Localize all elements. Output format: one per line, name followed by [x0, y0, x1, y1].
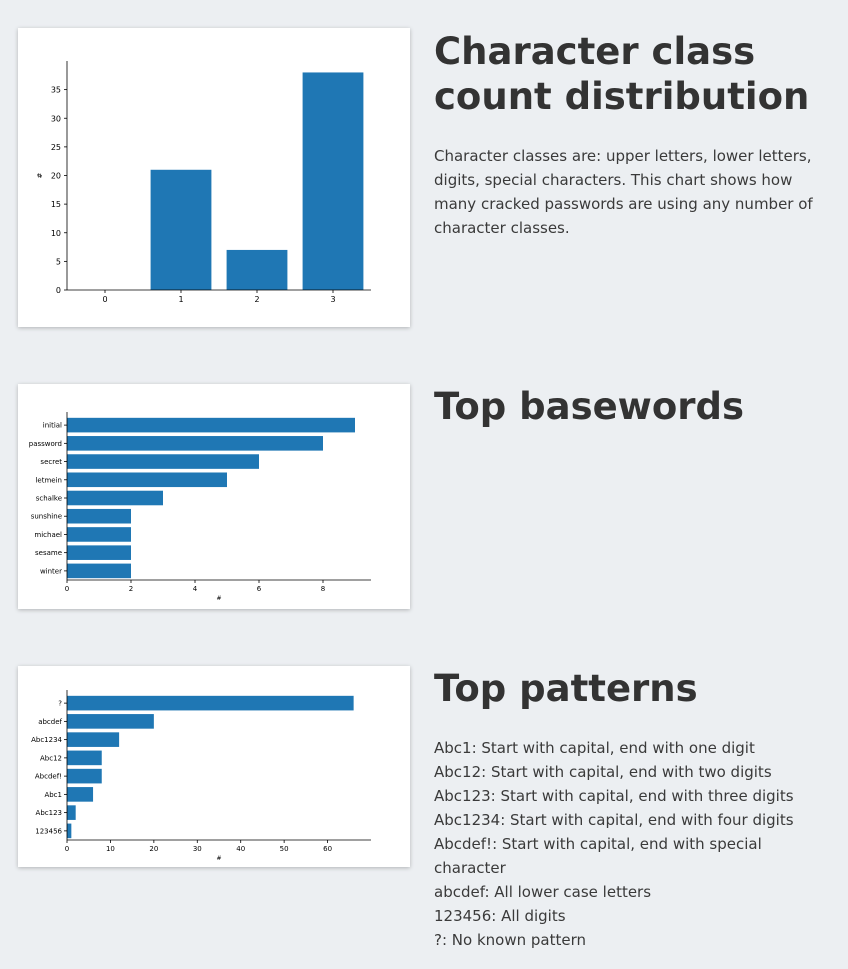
chart-bar: [67, 545, 131, 560]
y-tick-label: initial: [43, 422, 62, 430]
y-tick-label: michael: [34, 531, 62, 539]
x-tick-label: 4: [193, 585, 198, 593]
y-tick-label: sesame: [35, 549, 62, 557]
chart-bar: [67, 732, 120, 747]
y-tick-label: 35: [51, 86, 61, 95]
chart-bar: [67, 805, 76, 820]
chart-bar: [67, 750, 102, 766]
y-tick-label: schalke: [36, 495, 62, 503]
chart-bar: [67, 508, 131, 524]
x-tick-label: 0: [102, 295, 107, 304]
y-tick-label: winter: [40, 567, 62, 575]
y-tick-label: password: [29, 440, 62, 448]
x-tick-label: 20: [149, 845, 158, 853]
x-tick-label: 2: [129, 585, 133, 593]
y-tick-label: Abc123: [36, 809, 62, 817]
x-tick-label: 40: [236, 845, 245, 853]
x-tick-label: 0: [65, 845, 69, 853]
basewords-chart: initial password secret letmein schalke sunsh…: [29, 412, 371, 602]
y-tick-label: 10: [51, 229, 61, 238]
chart-bar: [67, 527, 131, 542]
chart-bar: [67, 436, 323, 451]
basewords-heading: Top basewords: [434, 385, 745, 428]
y-tick-label: sunshine: [31, 513, 62, 521]
chart-bar: [226, 249, 288, 290]
y-tick-label: 123456: [35, 827, 62, 835]
chart-bar: [67, 714, 154, 729]
x-tick-label: 1: [178, 295, 183, 304]
y-tick-label: 30: [51, 114, 61, 123]
chart-bar: [67, 563, 131, 579]
x-tick-label: 0: [65, 585, 69, 593]
pattern-legend-item: ?: No known pattern: [434, 931, 586, 949]
patterns-text: Top patterns Abc1: Start with capital, e…: [434, 666, 834, 952]
patterns-heading: Top patterns: [434, 667, 698, 710]
y-tick-label: 20: [51, 172, 61, 181]
y-tick-label: 5: [56, 257, 61, 266]
chart-bar: [67, 417, 355, 433]
page-title: Character class count distribution: [434, 29, 834, 119]
chart-bar: [67, 768, 102, 784]
x-tick-label: 8: [321, 585, 325, 593]
y-tick-label: secret: [40, 458, 62, 466]
x-tick-label: 3: [330, 295, 335, 304]
y-tick-label: Abc12: [40, 754, 62, 762]
class-count-description: Character classes are: upper letters, lo…: [434, 147, 813, 237]
chart-bar: [67, 454, 259, 469]
pattern-legend-item: Abcdef!: Start with capital, end with sp…: [434, 835, 762, 877]
basewords-text: Top basewords: [434, 384, 834, 429]
title-line-2: count distribution: [434, 75, 810, 118]
x-tick-label: 30: [193, 845, 202, 853]
chart-bar: [67, 472, 227, 488]
chart-bar: [302, 72, 364, 290]
pattern-legend-item: abcdef: All lower case letters: [434, 883, 652, 901]
chart-bar: [67, 695, 354, 711]
x-tick-label: 2: [254, 295, 259, 304]
x-tick-label: 60: [323, 845, 332, 853]
chart-bar: [67, 787, 94, 802]
y-tick-label: letmein: [35, 476, 62, 484]
y-tick-label: Abc1234: [31, 736, 62, 744]
y-axis-label: #: [36, 172, 44, 178]
y-tick-label: 15: [51, 200, 61, 209]
y-tick-label: 0: [56, 286, 61, 295]
patterns-chart: ? abcdef Abc1234 Abc12 Abcdef! Abc1 Abc123 1234…: [31, 690, 371, 862]
x-tick-label: 10: [106, 845, 115, 853]
class-count-text: Character class count distribution Chara…: [434, 29, 834, 240]
pattern-legend: Abc1: Start with capital, end with one d…: [434, 736, 794, 952]
pattern-legend-item: Abc12: Start with capital, end with two …: [434, 763, 772, 781]
y-tick-label: Abcdef!: [35, 773, 62, 781]
chart-card-basewords: initial password secret letmein schalke sunsh…: [18, 384, 410, 609]
chart-bar: [67, 823, 72, 839]
chart-bar: [67, 490, 163, 506]
y-tick-label: abcdef: [38, 718, 62, 726]
y-tick-label: 25: [51, 143, 61, 152]
chart-bar: [150, 169, 212, 290]
x-axis-label: #: [216, 595, 221, 602]
y-tick-label: ?: [58, 700, 62, 708]
pattern-legend-item: Abc123: Start with capital, end with thr…: [434, 787, 794, 805]
pattern-legend-item: 123456: All digits: [434, 907, 566, 925]
pattern-legend-item: Abc1234: Start with capital, end with fo…: [434, 811, 794, 829]
chart-card-class-count: 0 1 2 3 0 5 10 15 20 25 30 35 #: [18, 28, 410, 327]
x-tick-label: 6: [257, 585, 262, 593]
title-line-1: Character class: [434, 30, 756, 73]
x-axis-label: #: [216, 855, 221, 862]
x-tick-label: 50: [280, 845, 289, 853]
chart-card-patterns: ? abcdef Abc1234 Abc12 Abcdef! Abc1 Abc123 1234…: [18, 666, 410, 867]
y-tick-label: Abc1: [44, 791, 62, 799]
pattern-legend-item: Abc1: Start with capital, end with one d…: [434, 739, 755, 757]
